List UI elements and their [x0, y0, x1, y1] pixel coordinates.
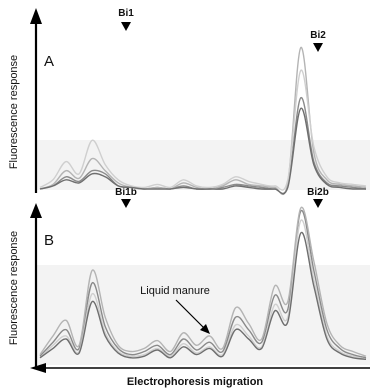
peak-marker-bi2-icon: [313, 43, 323, 52]
peak-marker-bi1b-icon: [121, 199, 131, 208]
annotation-arrow-icon: [200, 324, 210, 334]
panel-b-trace-3: [39, 219, 367, 360]
panel-a-label: A: [44, 53, 54, 70]
peak-label-bi1b: Bi1b: [115, 187, 137, 198]
annotation-arrow-line: [175, 299, 207, 331]
peak-label-bi2: Bi2: [310, 30, 326, 41]
panel-b-y-axis-label: Fluorescence response: [8, 231, 20, 345]
panel-b-label: B: [44, 232, 54, 249]
liquid-manure-annotation: Liquid manure: [140, 285, 210, 297]
panel-b-plot: [39, 206, 367, 360]
peak-marker-bi2b-icon: [313, 199, 323, 208]
peak-marker-bi1-icon: [121, 22, 131, 31]
peak-label-bi1: Bi1: [118, 8, 134, 19]
panel-a-trace-4: [39, 107, 367, 195]
panel-a-trace-3: [39, 69, 367, 191]
panel-b-trace-2: [39, 206, 367, 357]
x-axis-arrow-icon: [30, 363, 46, 373]
peak-label-bi2b: Bi2b: [307, 187, 329, 198]
panel-b-trace-4: [39, 231, 367, 360]
panel-a-y-arrow-icon: [30, 8, 42, 24]
panel-b-trace-1: [39, 210, 367, 359]
x-axis-label: Electrophoresis migration: [127, 376, 264, 388]
panel-a-y-axis-label: Fluorescence response: [8, 55, 20, 169]
panel-a-plot: [39, 46, 367, 196]
panel-b-y-arrow-icon: [30, 203, 42, 218]
